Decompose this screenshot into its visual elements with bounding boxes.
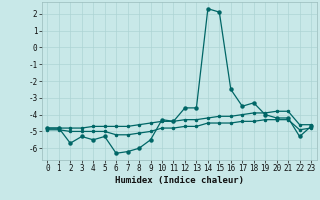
X-axis label: Humidex (Indice chaleur): Humidex (Indice chaleur) (115, 176, 244, 185)
